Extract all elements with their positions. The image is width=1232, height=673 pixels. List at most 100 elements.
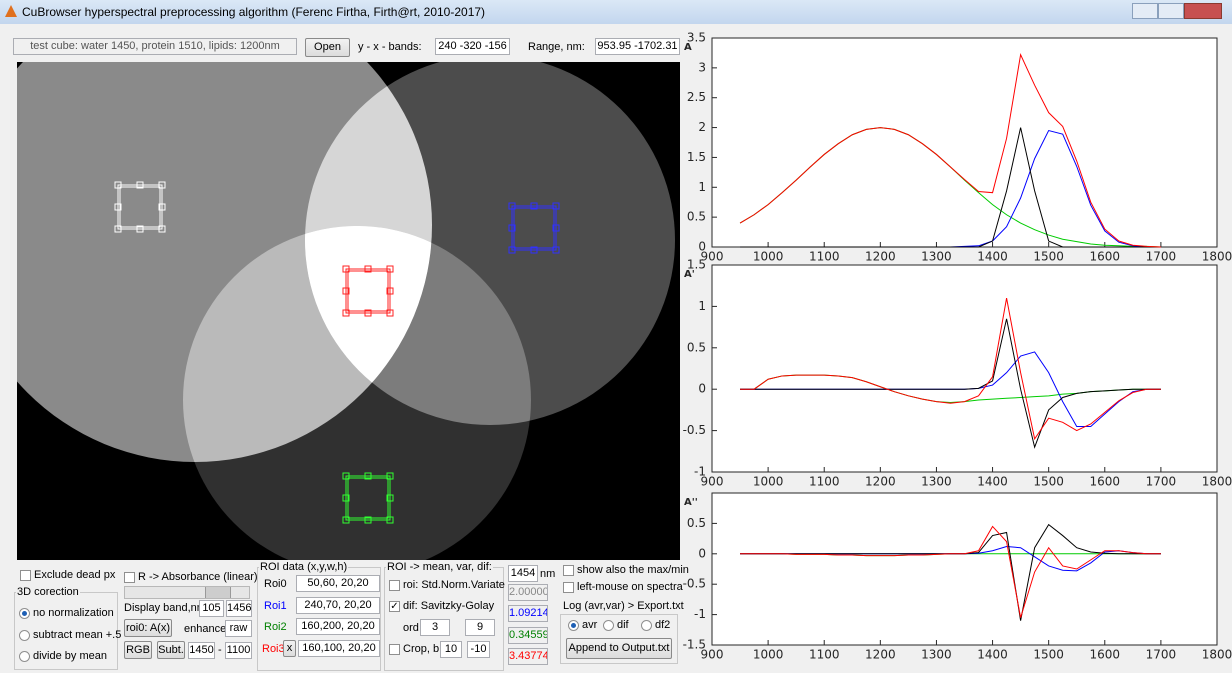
spectrum-line	[740, 547, 1161, 571]
spectrum-line	[740, 131, 1161, 247]
band-nm-field[interactable]: 1456.	[226, 600, 252, 617]
water-circle	[183, 226, 531, 560]
radio-label: subtract mean +.5	[33, 628, 121, 642]
snv-label: roi: Std.Norm.Variate	[403, 578, 505, 592]
x-tick-label: 900	[701, 250, 724, 264]
x-tick-label: 900	[701, 648, 724, 662]
checkbox[interactable]	[124, 572, 135, 583]
radio[interactable]	[19, 630, 30, 641]
crop-to-field[interactable]: -10	[467, 641, 490, 658]
radio[interactable]	[641, 620, 652, 631]
x-tick-label: 1300	[921, 475, 952, 489]
checkbox[interactable]	[563, 565, 574, 576]
x-tick-label: 1300	[921, 250, 952, 264]
x-tick-label: 1700	[1146, 648, 1177, 662]
x-tick-label: 1100	[809, 475, 840, 489]
open-button[interactable]: Open	[305, 38, 350, 57]
roi-label: Roi3	[262, 642, 285, 656]
rgb-button[interactable]: RGB	[124, 641, 152, 659]
y-tick-label: 2	[698, 120, 706, 134]
checkbox[interactable]	[20, 570, 31, 581]
x-tick-label: 1000	[753, 475, 784, 489]
plot-area	[712, 493, 1217, 645]
title-bar: CuBrowser hyperspectral preprocessing al…	[0, 0, 1232, 24]
x-tick-label: 1500	[1033, 648, 1064, 662]
y-axis-label: A'	[684, 269, 695, 280]
left-mouse-label: left-mouse on spectra	[577, 580, 683, 594]
range-field[interactable]: 953.95 -1702.31	[595, 38, 680, 55]
append-button[interactable]: Append to Output.txt	[566, 638, 672, 659]
y-tick-label: 1	[698, 299, 706, 313]
checkbox-checked[interactable]: ✓	[389, 601, 400, 612]
bands-field[interactable]: 240 -320 -156	[435, 38, 510, 55]
radio[interactable]	[568, 620, 579, 631]
close-button[interactable]	[1184, 3, 1222, 19]
band-field[interactable]: 1454	[508, 565, 538, 582]
ord-field[interactable]: 3	[420, 619, 450, 636]
roi0-button[interactable]: roi0: A(x)	[124, 619, 172, 637]
spectrum-line	[740, 298, 1161, 439]
app-icon	[5, 5, 17, 17]
y-tick-label: -0.5	[683, 423, 706, 437]
cube-image[interactable]	[17, 62, 680, 560]
x-tick-label: 1000	[753, 648, 784, 662]
enhance-field[interactable]: raw	[225, 620, 252, 637]
crop-from-field[interactable]: 10	[440, 641, 462, 658]
roi-field[interactable]: 160,100, 20,20	[298, 640, 380, 657]
y-tick-label: 0	[698, 382, 706, 396]
x-tick-label: 1000	[753, 250, 784, 264]
x-tick-label: 1800	[1202, 648, 1232, 662]
range-label: Range, nm:	[528, 40, 585, 54]
savgol-label: dif: Savitzky-Golay	[403, 599, 494, 613]
clear-roi-button[interactable]: x	[283, 640, 296, 657]
crop-label: Crop, b	[403, 642, 439, 656]
radio[interactable]	[19, 608, 30, 619]
x-tick-label: 1600	[1090, 250, 1121, 264]
x-tick-label: 900	[701, 475, 724, 489]
cube-name-field: test cube: water 1450, protein 1510, lip…	[13, 38, 297, 55]
x-tick-label: 1400	[977, 475, 1008, 489]
radio[interactable]	[19, 651, 30, 662]
plot-area	[712, 265, 1217, 472]
maximize-button[interactable]	[1158, 3, 1184, 19]
y-axis-label: A	[684, 42, 692, 53]
subt-from-field[interactable]: 1450	[188, 642, 215, 659]
y-tick-label: 1	[698, 180, 706, 194]
radio[interactable]	[603, 620, 614, 631]
page: {"window": {"title": "CuBrowser hyperspe…	[0, 0, 1232, 673]
group-title: 3D corection	[16, 586, 80, 598]
roi-label: Roi0	[264, 577, 287, 591]
checkbox[interactable]	[389, 644, 400, 655]
group-title: ROI data (x,y,w,h)	[259, 561, 348, 573]
spectrum-line	[740, 375, 1161, 402]
spectrum-line	[740, 554, 1161, 556]
subt-dash: -	[218, 643, 222, 657]
minimize-button[interactable]	[1132, 3, 1158, 19]
subt-to-field[interactable]: 1100	[225, 642, 252, 659]
checkbox[interactable]	[389, 580, 400, 591]
band-slider[interactable]	[124, 586, 250, 599]
subt-button[interactable]: Subt.	[157, 641, 185, 659]
x-tick-label: 1200	[865, 475, 896, 489]
roi-field[interactable]: 160,200, 20,20	[296, 618, 380, 635]
y-tick-label: 3	[698, 60, 706, 74]
spectrum-line	[740, 128, 1161, 247]
checkbox[interactable]	[563, 582, 574, 593]
roi-label: Roi2	[264, 620, 287, 634]
y-tick-label: -1.5	[683, 638, 706, 652]
plot-area	[712, 38, 1217, 247]
y-tick-label: 0.5	[687, 516, 706, 530]
x-tick-label: 1600	[1090, 648, 1121, 662]
ord-label: ord	[403, 621, 419, 635]
x-tick-label: 1800	[1202, 475, 1232, 489]
x-tick-label: 1200	[865, 250, 896, 264]
roi-field[interactable]: 240,70, 20,20	[296, 597, 380, 614]
roi-field[interactable]: 50,60, 20,20	[296, 575, 380, 592]
x-tick-label: 1300	[921, 648, 952, 662]
slider-thumb[interactable]	[205, 587, 231, 598]
y-axis-label: A''	[684, 497, 698, 508]
x-tick-label: 1500	[1033, 250, 1064, 264]
absorbance-label: R -> Absorbance (linear)	[138, 570, 258, 584]
window-field[interactable]: 9	[465, 619, 495, 636]
band-index-field[interactable]: 105	[199, 600, 224, 617]
